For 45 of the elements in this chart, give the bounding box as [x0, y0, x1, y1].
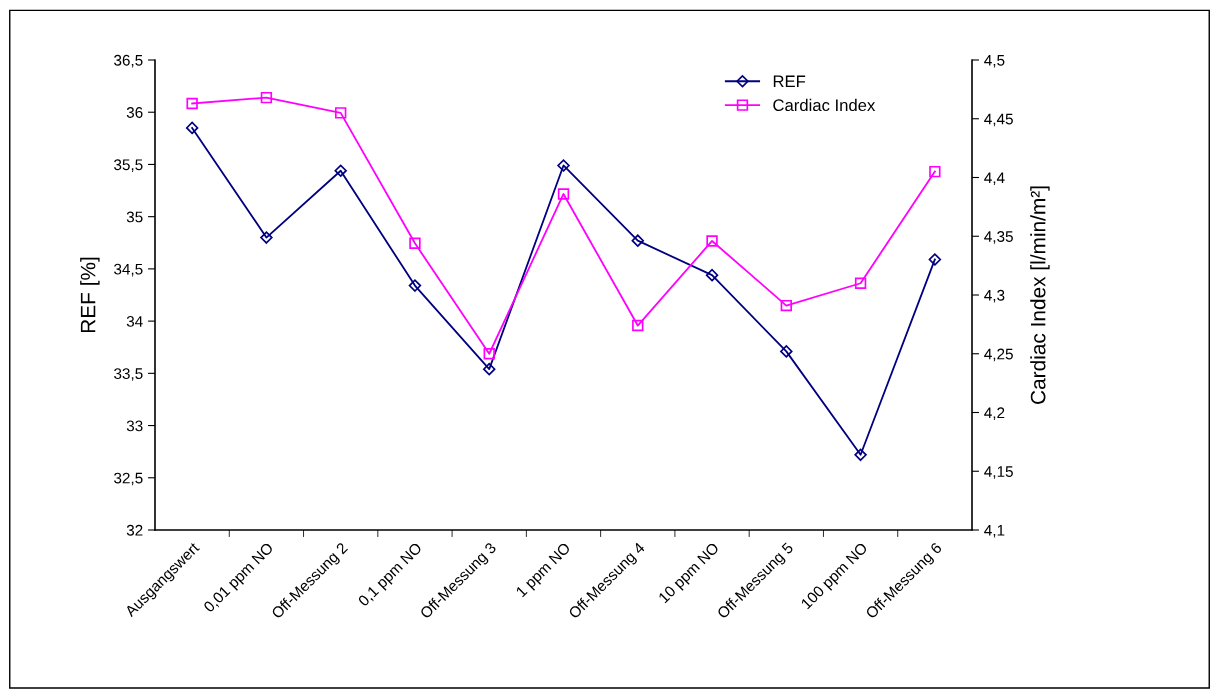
- y-tick-label: 35,5: [114, 159, 143, 172]
- point: [557, 188, 570, 200]
- y2-tick-label: 4,4: [984, 172, 1005, 185]
- point: [185, 121, 199, 135]
- point: [854, 448, 867, 462]
- y-tick-label: 32: [126, 524, 143, 536]
- y-tick-label: 36,5: [114, 54, 143, 68]
- y-axis-title: REF [%]: [80, 257, 100, 333]
- point: [334, 107, 347, 119]
- point: [409, 237, 421, 249]
- point: [632, 319, 644, 332]
- y2-tick-label: 4,3: [984, 289, 1005, 303]
- point: [929, 165, 941, 178]
- y-tick-label: 34,5: [114, 263, 143, 277]
- y2-tick-label: 4,35: [984, 231, 1013, 244]
- point: [186, 97, 198, 110]
- point: [408, 279, 422, 292]
- point: [780, 299, 793, 312]
- point: [854, 277, 867, 289]
- y2-tick-label: 4,2: [984, 407, 1005, 420]
- y2-tick-label: 4,45: [984, 113, 1013, 127]
- point: [260, 231, 273, 244]
- point: [780, 345, 793, 358]
- point: [631, 234, 645, 247]
- y-tick-label: 34: [126, 315, 143, 327]
- y2-tick-label: 4,1: [984, 525, 1005, 538]
- y2-tick-label: 4,5: [984, 55, 1005, 68]
- point: [334, 164, 347, 177]
- y-tick-label: 36: [126, 107, 143, 118]
- point: [482, 362, 496, 376]
- point: [557, 159, 570, 172]
- point: [706, 235, 718, 247]
- y-tick-label: 35: [126, 211, 143, 223]
- point: [928, 253, 942, 266]
- y-tick-label: 33: [126, 420, 143, 432]
- y2-tick-label: 4,15: [984, 466, 1013, 479]
- y2-tick-label: 4,25: [984, 348, 1013, 362]
- y-tick-label: 32,5: [114, 472, 143, 486]
- y-tick-label: 33,5: [114, 368, 143, 381]
- point: [260, 91, 273, 104]
- legend-label: REF: [773, 75, 806, 88]
- point: [705, 268, 719, 282]
- legend-label: Cardiac Index: [773, 98, 876, 112]
- point: [483, 348, 495, 360]
- y2-axis-title: Cardiac Index [l/min/m²]: [1030, 186, 1050, 404]
